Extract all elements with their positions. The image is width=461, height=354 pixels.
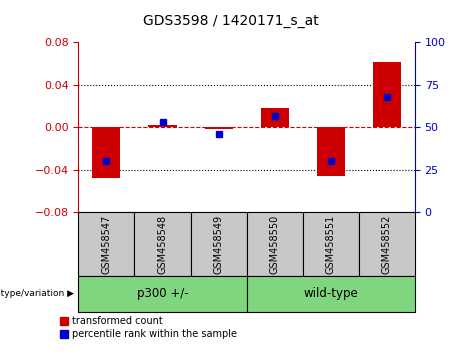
Text: GSM458548: GSM458548 <box>158 215 167 274</box>
Bar <box>247 276 415 312</box>
Bar <box>205 127 233 129</box>
Bar <box>359 212 415 276</box>
Bar <box>190 212 247 276</box>
Bar <box>317 127 345 176</box>
Bar <box>135 212 190 276</box>
Bar <box>78 212 135 276</box>
Text: p300 +/-: p300 +/- <box>137 287 188 300</box>
Bar <box>373 62 401 127</box>
Text: GSM458549: GSM458549 <box>213 215 224 274</box>
Text: GSM458547: GSM458547 <box>101 215 112 274</box>
Text: GSM458552: GSM458552 <box>382 215 392 274</box>
Text: GDS3598 / 1420171_s_at: GDS3598 / 1420171_s_at <box>142 14 319 28</box>
Bar <box>78 276 247 312</box>
Bar <box>260 108 289 127</box>
Text: wild-type: wild-type <box>303 287 358 300</box>
Text: genotype/variation ▶: genotype/variation ▶ <box>0 289 74 298</box>
Bar <box>92 127 120 178</box>
Bar <box>247 212 303 276</box>
Bar <box>148 125 177 127</box>
Text: GSM458551: GSM458551 <box>326 215 336 274</box>
Text: GSM458550: GSM458550 <box>270 215 280 274</box>
Legend: transformed count, percentile rank within the sample: transformed count, percentile rank withi… <box>60 316 237 339</box>
Bar <box>303 212 359 276</box>
